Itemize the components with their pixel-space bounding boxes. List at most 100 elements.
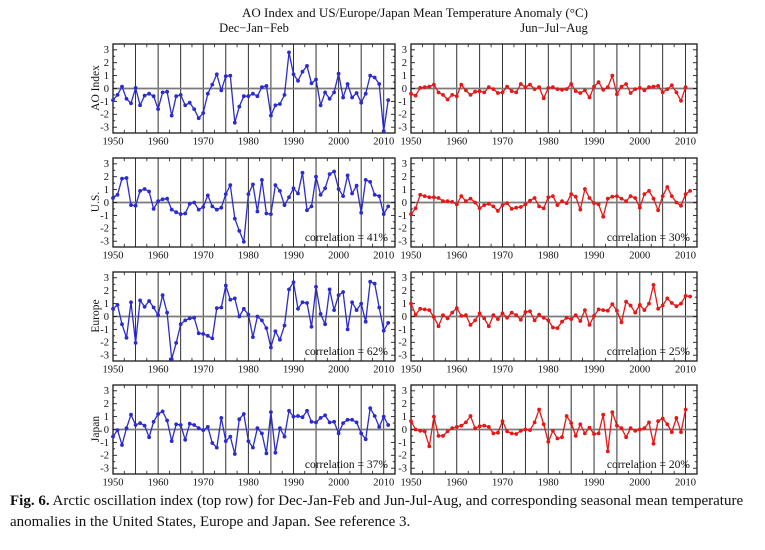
y-tick-label: -2 <box>398 338 407 349</box>
y-tick-label: -3 <box>398 237 407 248</box>
y-tick-label: -3 <box>398 464 407 475</box>
y-tick-labels: 3 2 1 0 -1 -2 -3 <box>100 45 109 133</box>
x-tick-label: 2000 <box>328 478 349 489</box>
y-tick-label: 3 <box>104 159 109 170</box>
x-tick-label: 1980 <box>238 365 259 376</box>
correlation-label: correlation = 30% <box>607 232 691 244</box>
panel-border <box>112 43 396 134</box>
y-tick-label: 2 <box>402 286 407 297</box>
x-tick-label: 1960 <box>148 365 169 376</box>
y-tick-label: 3 <box>402 386 407 397</box>
y-tick-label: 2 <box>104 172 109 183</box>
x-tick-label: 1950 <box>103 137 124 148</box>
y-tick-label: -2 <box>100 224 109 235</box>
panel-border <box>112 271 396 362</box>
x-tick-label: 1990 <box>584 251 605 262</box>
y-tick-label: 2 <box>402 58 407 69</box>
x-tick-label: 1980 <box>538 251 559 262</box>
panel-ao-index-dec-jan-feb: 3 2 1 0 -1 -2 -3 1950 1960 1970 1980 1990 2000 2010 <box>83 35 425 151</box>
x-tick-label: 1980 <box>238 137 259 148</box>
y-tick-labels: 3 2 1 0 -1 -2 -3 <box>100 159 109 247</box>
x-tick-label: 2010 <box>373 365 394 376</box>
y-tick-label: -2 <box>100 451 109 462</box>
panel-border <box>410 157 698 248</box>
y-tick-label: 2 <box>104 399 109 410</box>
x-tick-label: 1950 <box>401 478 422 489</box>
x-tick-label: 1980 <box>538 137 559 148</box>
chart-canvas-japan-jun-jul-aug: 3 2 1 0 -1 -2 -3 1950 1960 1970 1980 1990 2000 2010 co… <box>398 384 698 489</box>
chart-canvas-u-s-dec-jan-feb: 3 2 1 0 -1 -2 -3 1950 1960 1970 1980 1990 2000 2010 co… <box>100 157 396 262</box>
x-tick-label: 2010 <box>675 478 696 489</box>
y-tick-label: 1 <box>104 71 109 82</box>
y-tick-label: 0 <box>104 84 109 95</box>
x-tick-label: 1990 <box>584 478 605 489</box>
panel-u-s-dec-jan-feb: 3 2 1 0 -1 -2 -3 1950 1960 1970 1980 1990 2000 2010 co… <box>83 149 425 265</box>
figure-caption: Fig. 6. Arctic oscillation index (top ro… <box>10 491 758 533</box>
panel-europe-dec-jan-feb: 3 2 1 0 -1 -2 -3 1950 1960 1970 1980 1990 2000 2010 co… <box>83 263 425 379</box>
y-tick-labels: 3 2 1 0 -1 -2 -3 <box>398 386 407 474</box>
y-tick-label: -1 <box>398 97 407 108</box>
x-tick-label: 1970 <box>193 365 214 376</box>
x-tick-label: 1960 <box>446 137 467 148</box>
x-tick-label: 1950 <box>103 251 124 262</box>
chart-canvas-europe-jun-jul-aug: 3 2 1 0 -1 -2 -3 1950 1960 1970 1980 1990 2000 2010 co… <box>398 271 698 376</box>
y-tick-label: -2 <box>398 110 407 121</box>
y-ticks <box>113 390 395 469</box>
chart-canvas-ao-index-dec-jan-feb: 3 2 1 0 -1 -2 -3 1950 1960 1970 1980 1990 2000 2010 <box>100 43 396 148</box>
y-tick-label: 1 <box>402 185 407 196</box>
x-tick-label: 1950 <box>401 137 422 148</box>
y-tick-labels: 3 2 1 0 -1 -2 -3 <box>398 45 407 133</box>
series-points <box>409 283 692 330</box>
y-tick-label: -3 <box>100 351 109 362</box>
x-tick-labels: 1950 1960 1970 1980 1990 2000 2010 <box>401 365 697 376</box>
x-tick-label: 1960 <box>446 251 467 262</box>
x-tick-label: 1970 <box>193 251 214 262</box>
y-tick-label: 1 <box>104 299 109 310</box>
y-tick-labels: 3 2 1 0 -1 -2 -3 <box>398 273 407 361</box>
y-tick-label: 0 <box>402 198 407 209</box>
y-tick-label: 1 <box>402 299 407 310</box>
x-tick-label: 1970 <box>193 137 214 148</box>
chart-canvas-ao-index-jun-jul-aug: 3 2 1 0 -1 -2 -3 1950 1960 1970 1980 1990 2000 2010 <box>398 43 698 148</box>
x-tick-label: 1950 <box>401 251 422 262</box>
correlation-label: correlation = 25% <box>607 346 691 358</box>
y-tick-label: 0 <box>104 425 109 436</box>
x-tick-label: 1960 <box>148 251 169 262</box>
y-tick-label: 2 <box>402 399 407 410</box>
chart-canvas-europe-dec-jan-feb: 3 2 1 0 -1 -2 -3 1950 1960 1970 1980 1990 2000 2010 co… <box>100 271 396 376</box>
y-tick-label: 1 <box>402 412 407 423</box>
series-line <box>410 284 691 329</box>
x-tick-label: 1960 <box>446 365 467 376</box>
y-tick-label: 0 <box>402 425 407 436</box>
panel-u-s-jun-jul-aug: 3 2 1 0 -1 -2 -3 1950 1960 1970 1980 1990 2000 2010 co… <box>381 149 727 265</box>
x-tick-label: 1970 <box>492 365 513 376</box>
y-tick-label: -2 <box>398 451 407 462</box>
x-tick-label: 1980 <box>238 478 259 489</box>
x-tick-labels: 1950 1960 1970 1980 1990 2000 2010 <box>103 365 395 376</box>
x-tick-label: 1960 <box>446 478 467 489</box>
x-tick-label: 1960 <box>148 137 169 148</box>
y-tick-labels: 3 2 1 0 -1 -2 -3 <box>100 386 109 474</box>
x-tick-label: 1950 <box>103 365 124 376</box>
chart-canvas-u-s-jun-jul-aug: 3 2 1 0 -1 -2 -3 1950 1960 1970 1980 1990 2000 2010 co… <box>398 157 698 262</box>
x-tick-label: 1990 <box>584 365 605 376</box>
x-tick-label: 1950 <box>103 478 124 489</box>
y-tick-label: 3 <box>402 273 407 284</box>
x-tick-label: 2000 <box>328 137 349 148</box>
y-tick-label: -1 <box>100 211 109 222</box>
y-tick-label: -1 <box>100 325 109 336</box>
x-tick-label: 2000 <box>328 365 349 376</box>
series-points <box>111 406 391 456</box>
x-tick-label: 2010 <box>675 137 696 148</box>
panel-japan-jun-jul-aug: 3 2 1 0 -1 -2 -3 1950 1960 1970 1980 1990 2000 2010 co… <box>381 376 727 492</box>
y-tick-label: 1 <box>104 185 109 196</box>
x-tick-label: 1970 <box>193 478 214 489</box>
y-tick-label: 2 <box>104 58 109 69</box>
panel-japan-dec-jan-feb: 3 2 1 0 -1 -2 -3 1950 1960 1970 1980 1990 2000 2010 co… <box>83 376 425 492</box>
y-tick-label: 0 <box>402 312 407 323</box>
panel-ao-index-jun-jul-aug: 3 2 1 0 -1 -2 -3 1950 1960 1970 1980 1990 2000 2010 <box>381 35 727 151</box>
y-tick-label: -1 <box>398 211 407 222</box>
caption-text: Arctic oscillation index (top row) for D… <box>10 493 744 530</box>
y-tick-label: 3 <box>104 386 109 397</box>
